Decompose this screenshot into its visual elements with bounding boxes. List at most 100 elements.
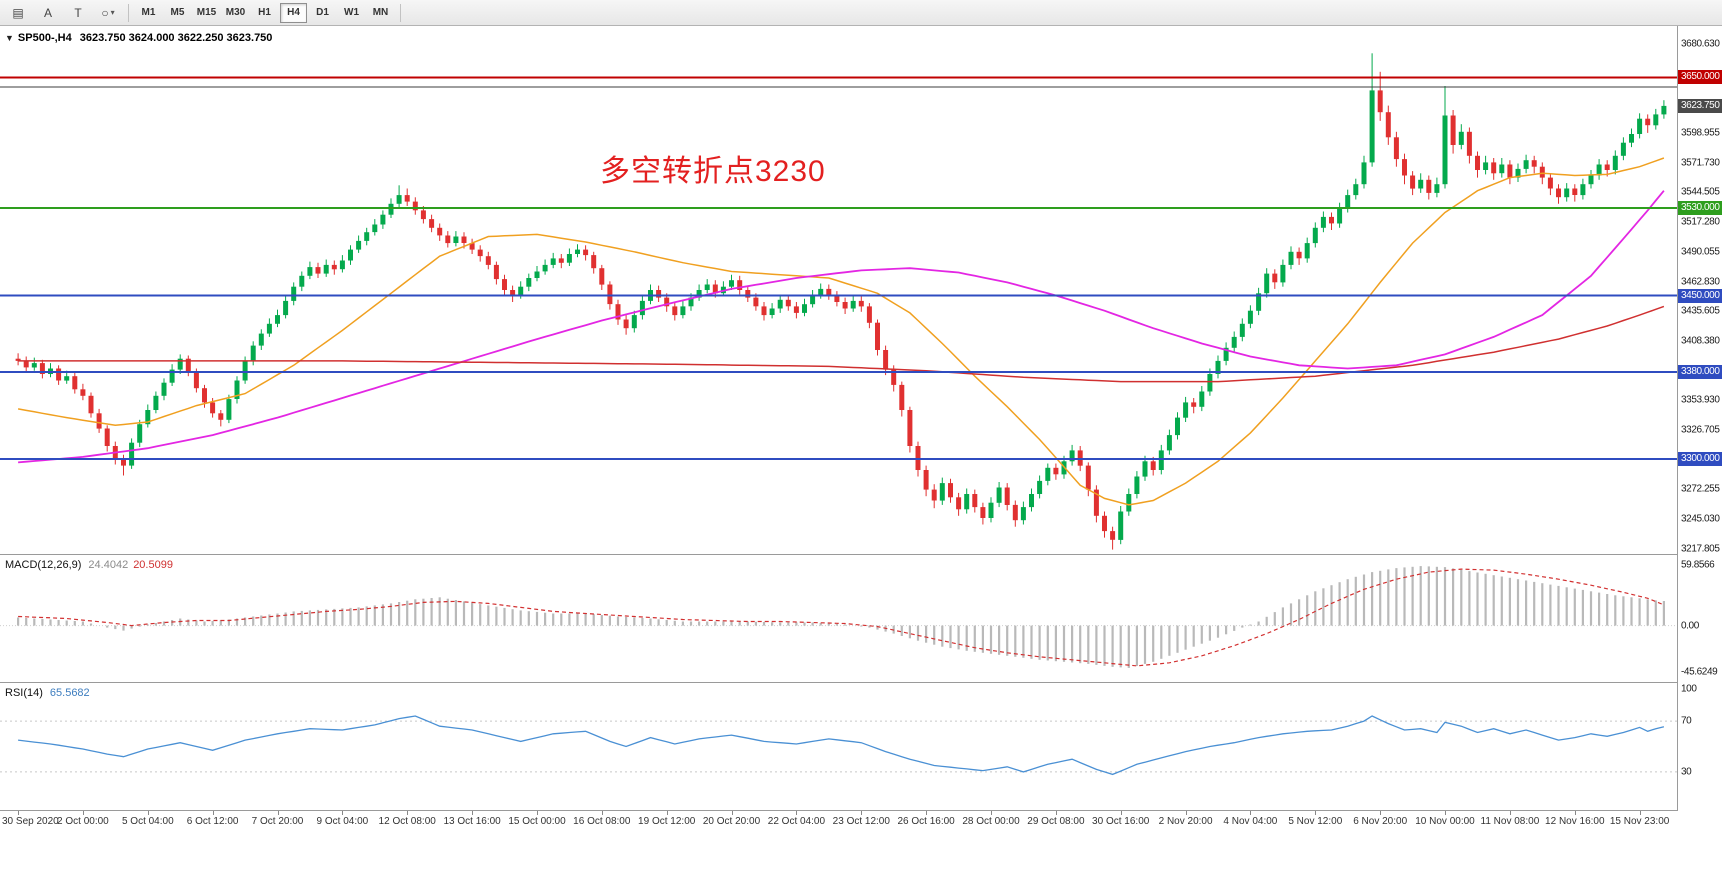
time-axis-label: 12 Nov 16:00 xyxy=(1545,816,1605,827)
time-axis-label: 30 Sep 2020 xyxy=(2,816,59,827)
timeframe-button-m30[interactable]: M30 xyxy=(225,7,246,18)
time-tick xyxy=(861,811,863,815)
rsi-tick-label: 100 xyxy=(1681,683,1697,695)
time-tick xyxy=(666,811,668,815)
time-axis-label: 23 Oct 12:00 xyxy=(832,816,890,827)
price-tick-label: 3490.055 xyxy=(1681,246,1720,258)
time-tick xyxy=(926,811,928,815)
rsi-panel[interactable]: RSI(14) 65.5682 xyxy=(0,683,1677,810)
time-tick xyxy=(1250,811,1252,815)
chart-title: ▼ SP500-,H4 3623.750 3624.000 3622.250 362… xyxy=(5,32,272,44)
macd-plot xyxy=(0,566,1677,668)
time-tick xyxy=(1380,811,1382,815)
time-axis-label: 7 Oct 20:00 xyxy=(251,816,304,827)
time-tick xyxy=(1120,811,1122,815)
price-tick-label: 3544.505 xyxy=(1681,186,1720,198)
macd-tick-label: 59.8566 xyxy=(1681,559,1715,571)
time-tick xyxy=(1574,811,1576,815)
price-axis[interactable]: 3680.630 3598.955 3571.730 3544.505 3517.280… xyxy=(1678,26,1722,811)
time-tick xyxy=(796,811,798,815)
time-axis-label: 20 Oct 20:00 xyxy=(702,816,761,827)
macd-title: MACD(12,26,9) xyxy=(5,559,82,571)
collapse-arrow-icon[interactable]: ▼ xyxy=(5,33,14,43)
time-tick xyxy=(82,811,84,815)
time-axis-label: 13 Oct 16:00 xyxy=(443,816,501,827)
time-tick xyxy=(601,811,603,815)
timeframe-button-h1[interactable]: H1 xyxy=(258,7,271,18)
time-tick xyxy=(1185,811,1187,815)
rsi-title: RSI(14) xyxy=(5,687,43,699)
timeframe-button-m1[interactable]: M1 xyxy=(141,7,156,18)
time-tick xyxy=(1315,811,1317,815)
timeframe-button-w1[interactable]: W1 xyxy=(344,7,359,18)
time-tick xyxy=(407,811,409,815)
price-tick-label: 3680.630 xyxy=(1681,38,1720,50)
timeframe-button-d1[interactable]: D1 xyxy=(316,7,329,18)
time-tick xyxy=(18,811,20,815)
dropdown-caret-icon: ▾ xyxy=(110,8,115,17)
time-tick xyxy=(1639,811,1641,815)
text-label-tool-button[interactable]: A xyxy=(43,5,52,20)
price-tick-label: 3326.705 xyxy=(1681,424,1720,436)
price-chart-panel[interactable]: ▼ SP500-,H4 3623.750 3624.000 3622.250 362… xyxy=(0,26,1677,554)
current-price-badge: 3623.750 xyxy=(1678,98,1722,113)
price-line-badge: 3650.000 xyxy=(1678,70,1722,85)
panel-divider[interactable] xyxy=(0,810,1722,811)
toolbar-separator xyxy=(128,3,129,22)
chart-ohlc-label: 3623.750 3624.000 3622.250 3623.750 xyxy=(79,32,273,44)
time-axis-label: 15 Nov 23:00 xyxy=(1609,816,1670,827)
price-tick-label: 3435.605 xyxy=(1681,305,1720,317)
time-axis-label: 5 Nov 12:00 xyxy=(1288,816,1343,827)
timeframe-button-m5[interactable]: M5 xyxy=(170,7,185,18)
price-tick-label: 3217.805 xyxy=(1681,543,1720,555)
price-tick-label: 3571.730 xyxy=(1681,157,1720,169)
time-tick xyxy=(212,811,214,815)
toolbar-separator xyxy=(400,3,401,22)
price-line-badge: 3380.000 xyxy=(1678,364,1722,379)
timeframe-button-m15[interactable]: M15 xyxy=(196,7,217,18)
timeframe-button-mn[interactable]: MN xyxy=(372,7,389,18)
price-line-badge: 3530.000 xyxy=(1678,201,1722,216)
time-axis-label: 19 Oct 12:00 xyxy=(638,816,696,827)
time-axis-label: 4 Nov 04:00 xyxy=(1223,816,1278,827)
rsi-value: 65.5682 xyxy=(49,687,90,699)
macd-value-signal: 20.5099 xyxy=(133,559,173,571)
panel-divider[interactable] xyxy=(0,682,1722,683)
panel-divider[interactable] xyxy=(0,554,1722,555)
price-tick-label: 3272.255 xyxy=(1681,483,1720,495)
shapes-tool-button[interactable]: ○ ▾ xyxy=(101,5,115,20)
chart-annotation-text[interactable]: 多空转折点3230 xyxy=(600,155,826,188)
time-tick xyxy=(1445,811,1446,815)
chart-list-tool-button[interactable]: ▤ xyxy=(12,5,24,20)
time-axis-label: 28 Oct 00:00 xyxy=(962,816,1020,827)
time-axis-label: 5 Oct 04:00 xyxy=(121,816,174,827)
rsi-plot xyxy=(0,715,1677,776)
time-axis-label: 26 Oct 16:00 xyxy=(897,816,955,827)
time-tick xyxy=(147,811,149,815)
time-axis-label: 16 Oct 08:00 xyxy=(573,816,631,827)
rsi-label: RSI(14) 65.5682 xyxy=(5,687,90,699)
candlestick-plot[interactable] xyxy=(0,26,1677,554)
time-tick xyxy=(342,811,344,815)
time-axis-label: 10 Nov 00:00 xyxy=(1415,816,1475,827)
time-axis-label: 9 Oct 04:00 xyxy=(316,816,369,827)
time-tick xyxy=(472,811,474,815)
time-axis[interactable]: 30 Sep 2020 2 Oct 00:00 5 Oct 04:00 6 Oct 1… xyxy=(0,811,1722,833)
text-box-tool-button[interactable]: T xyxy=(74,5,82,20)
time-axis-label: 2 Oct 00:00 xyxy=(57,816,109,827)
macd-panel[interactable]: MACD(12,26,9) 24.4042 20.5099 xyxy=(0,555,1677,682)
macd-tick-label: -45.6249 xyxy=(1681,666,1718,677)
macd-value-main: 24.4042 xyxy=(88,559,129,571)
time-axis-label: 30 Oct 16:00 xyxy=(1092,816,1150,827)
chart-toolbar: ▤ A T ○ ▾ M1 M5 M15 M30 H1 H4 D1 W1 MN xyxy=(0,0,1722,26)
macd-label: MACD(12,26,9) 24.4042 20.5099 xyxy=(5,559,173,571)
timeframe-button-h4[interactable]: H4 xyxy=(280,2,307,23)
time-tick xyxy=(991,811,992,815)
price-line-badge: 3450.000 xyxy=(1678,288,1722,303)
chart-symbol-label: SP500-,H4 xyxy=(17,32,72,44)
price-line-badge: 3300.000 xyxy=(1678,452,1722,467)
price-tick-label: 3462.830 xyxy=(1681,276,1720,287)
time-axis-label: 6 Oct 12:00 xyxy=(186,816,239,827)
time-tick xyxy=(1509,811,1511,815)
